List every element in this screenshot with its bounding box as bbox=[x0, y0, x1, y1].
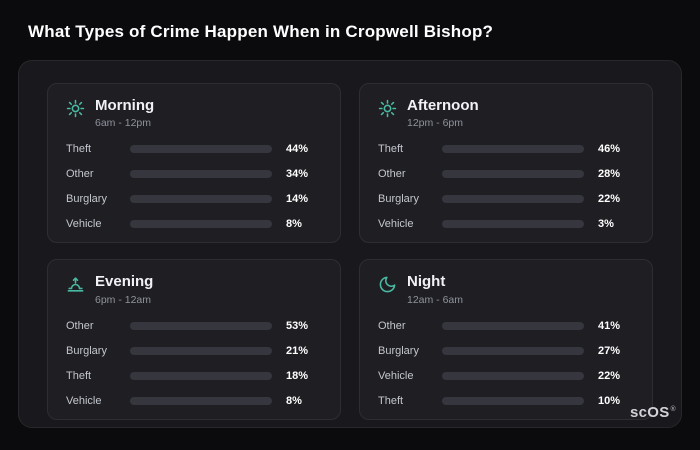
bar-track bbox=[442, 346, 584, 355]
card-header: Morning 6am - 12pm bbox=[66, 97, 322, 129]
card-subtitle: 12pm - 6pm bbox=[407, 117, 464, 130]
card-afternoon: Afternoon 12pm - 6pm Theft 46% Other 28%… bbox=[359, 83, 653, 244]
bar-label: Vehicle bbox=[66, 218, 102, 231]
bar-track bbox=[442, 321, 584, 330]
bar-label: Other bbox=[378, 319, 406, 332]
bar-row: Theft 10% bbox=[378, 395, 634, 407]
card-title: Evening bbox=[95, 273, 154, 291]
scos-logo: scOS® bbox=[629, 404, 676, 421]
bar-track bbox=[442, 396, 584, 405]
card-title: Night bbox=[407, 273, 446, 291]
sun-icon bbox=[66, 99, 85, 123]
bar-row: Theft 18% bbox=[66, 370, 322, 382]
bar-percent: 14% bbox=[286, 193, 309, 206]
bar-percent: 21% bbox=[286, 344, 309, 357]
bar-percent: 8% bbox=[286, 218, 302, 231]
bar-label: Burglary bbox=[378, 344, 419, 357]
bar-label: Vehicle bbox=[66, 394, 102, 407]
bar-percent: 53% bbox=[286, 319, 309, 332]
bar-percent: 41% bbox=[598, 319, 621, 332]
bar-chart: Other 53% Burglary 21% Theft 18% Vehicle… bbox=[66, 320, 322, 407]
bar-row: Other 41% bbox=[378, 320, 634, 332]
sunset-icon bbox=[66, 275, 85, 299]
bar-row: Other 34% bbox=[66, 168, 322, 180]
bar-row: Burglary 22% bbox=[378, 193, 634, 205]
card-subtitle: 6am - 12pm bbox=[95, 117, 152, 130]
bar-track bbox=[442, 195, 584, 204]
bar-track bbox=[442, 145, 584, 154]
bar-row: Vehicle 8% bbox=[66, 218, 322, 230]
card-subtitle: 6pm - 12am bbox=[95, 293, 152, 306]
sun-icon bbox=[378, 99, 397, 123]
bar-label: Burglary bbox=[66, 344, 107, 357]
bar-row: Burglary 27% bbox=[378, 345, 634, 357]
bar-track bbox=[130, 145, 272, 154]
bar-row: Burglary 14% bbox=[66, 193, 322, 205]
bar-chart: Theft 46% Other 28% Burglary 22% Vehicle… bbox=[378, 143, 634, 230]
bar-track bbox=[130, 321, 272, 330]
bar-track bbox=[442, 170, 584, 179]
crime-time-panel: Morning 6am - 12pm Theft 44% Other 34% B… bbox=[18, 60, 682, 428]
bar-percent: 27% bbox=[598, 344, 621, 357]
bar-row: Vehicle 3% bbox=[378, 218, 634, 230]
bar-row: Theft 46% bbox=[378, 143, 634, 155]
card-title: Morning bbox=[95, 97, 155, 114]
bar-row: Burglary 21% bbox=[66, 345, 322, 357]
card-header: Night 12am - 6am bbox=[378, 273, 634, 306]
bar-label: Vehicle bbox=[378, 369, 414, 382]
bar-chart: Other 41% Burglary 27% Vehicle 22% Theft… bbox=[378, 320, 634, 407]
bar-track bbox=[442, 220, 584, 229]
bar-label: Burglary bbox=[378, 193, 419, 206]
bar-percent: 10% bbox=[598, 394, 621, 407]
bar-percent: 44% bbox=[286, 143, 309, 156]
bar-percent: 18% bbox=[286, 369, 309, 382]
bar-percent: 8% bbox=[286, 394, 302, 407]
bar-label: Theft bbox=[378, 394, 404, 407]
bar-track bbox=[130, 195, 272, 204]
bar-label: Theft bbox=[66, 369, 92, 382]
bar-row: Other 28% bbox=[378, 168, 634, 180]
bar-percent: 34% bbox=[286, 168, 309, 181]
card-morning: Morning 6am - 12pm Theft 44% Other 34% B… bbox=[47, 83, 341, 244]
page-title: What Types of Crime Happen When in Cropw… bbox=[28, 22, 494, 41]
moon-icon bbox=[378, 275, 397, 299]
card-subtitle: 12am - 6am bbox=[407, 293, 464, 306]
bar-row: Vehicle 8% bbox=[66, 395, 322, 407]
bar-label: Vehicle bbox=[378, 218, 414, 231]
card-header: Afternoon 12pm - 6pm bbox=[378, 97, 634, 129]
bar-chart: Theft 44% Other 34% Burglary 14% Vehicle… bbox=[66, 143, 322, 230]
bar-label: Other bbox=[66, 168, 94, 181]
bar-percent: 22% bbox=[598, 193, 621, 206]
bar-track bbox=[130, 170, 272, 179]
bar-percent: 28% bbox=[598, 168, 621, 181]
registered-mark: ® bbox=[670, 406, 676, 413]
bar-track bbox=[130, 220, 272, 229]
bar-label: Theft bbox=[66, 143, 92, 156]
card-night: Night 12am - 6am Other 41% Burglary 27% … bbox=[359, 259, 653, 420]
card-evening: Evening 6pm - 12am Other 53% Burglary 21… bbox=[47, 259, 341, 420]
bar-label: Burglary bbox=[66, 193, 107, 206]
card-title: Afternoon bbox=[407, 97, 479, 114]
bar-track bbox=[130, 346, 272, 355]
bar-track bbox=[442, 371, 584, 380]
bar-percent: 22% bbox=[598, 369, 621, 382]
card-header: Evening 6pm - 12am bbox=[66, 273, 322, 306]
bar-percent: 46% bbox=[598, 143, 621, 156]
bar-row: Theft 44% bbox=[66, 143, 322, 155]
bar-label: Other bbox=[66, 319, 94, 332]
bar-row: Vehicle 22% bbox=[378, 370, 634, 382]
bar-percent: 3% bbox=[598, 218, 614, 231]
bar-label: Theft bbox=[378, 143, 404, 156]
bar-track bbox=[130, 371, 272, 380]
bar-label: Other bbox=[378, 168, 406, 181]
bar-track bbox=[130, 396, 272, 405]
bar-row: Other 53% bbox=[66, 320, 322, 332]
